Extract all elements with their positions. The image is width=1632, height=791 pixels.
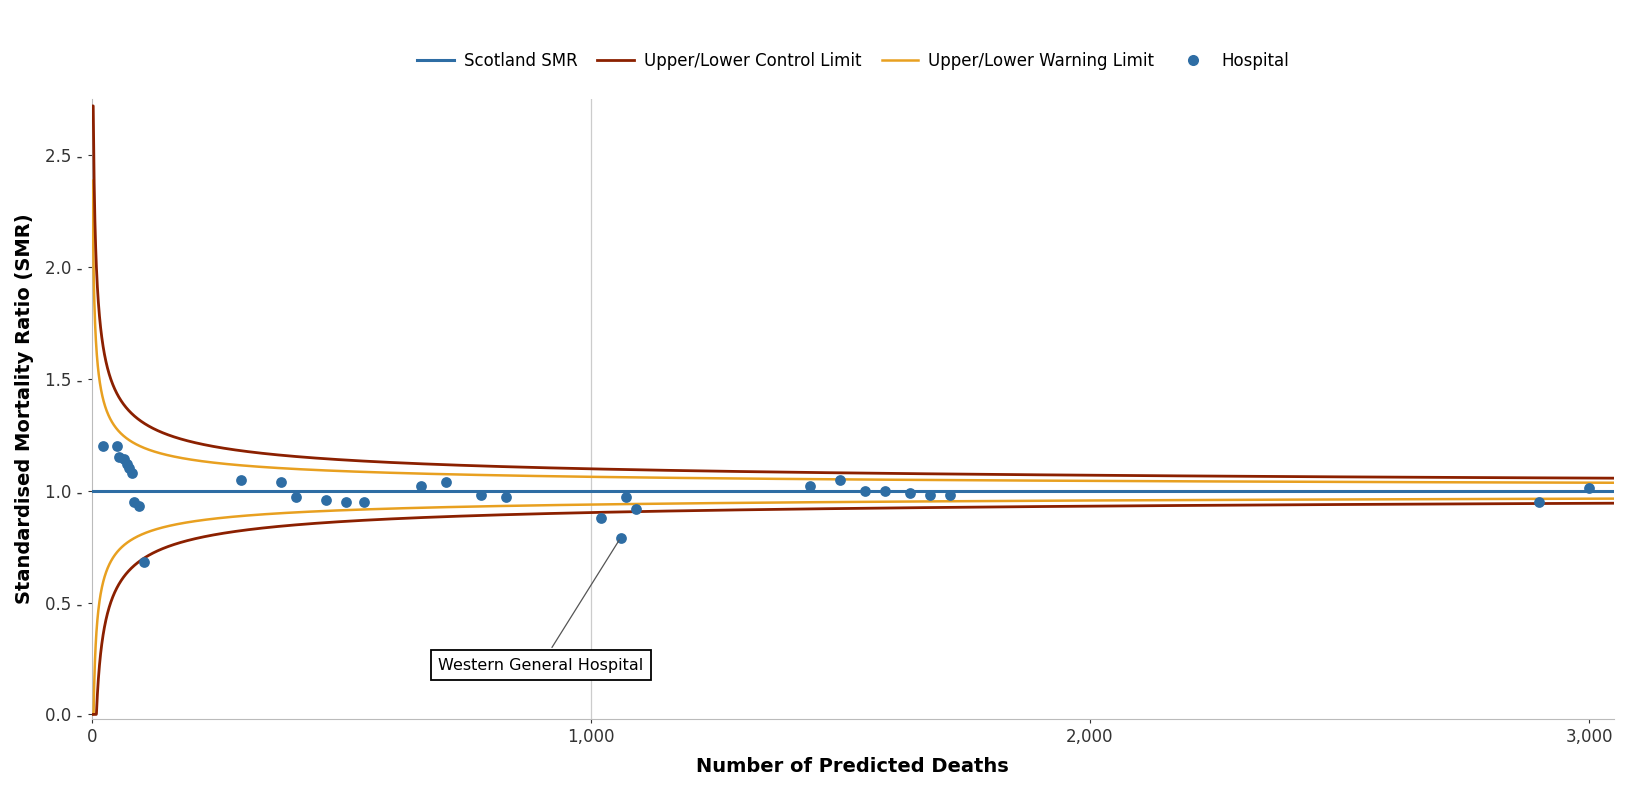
- Point: [284, 491, 310, 504]
- Y-axis label: Standardised Mortality Ratio (SMR): Standardised Mortality Ratio (SMR): [15, 214, 34, 604]
- Point: [90, 440, 116, 452]
- Point: [114, 457, 140, 470]
- Point: [1577, 483, 1603, 495]
- Text: Western General Hospital: Western General Hospital: [439, 540, 643, 672]
- Point: [852, 484, 878, 497]
- Point: [351, 495, 377, 508]
- Point: [333, 495, 359, 508]
- Point: [103, 440, 129, 452]
- Point: [588, 511, 614, 524]
- Point: [313, 494, 339, 506]
- Point: [612, 491, 638, 504]
- Legend: Scotland SMR, Upper/Lower Control Limit, Upper/Lower Warning Limit, Hospital: Scotland SMR, Upper/Lower Control Limit,…: [410, 46, 1296, 77]
- X-axis label: Number of Predicted Deaths: Number of Predicted Deaths: [697, 757, 1009, 776]
- Point: [268, 475, 294, 488]
- Point: [798, 480, 824, 493]
- Point: [131, 556, 157, 569]
- Point: [408, 480, 434, 493]
- Point: [121, 495, 147, 508]
- Point: [607, 532, 633, 544]
- Point: [126, 500, 152, 513]
- Point: [1526, 495, 1552, 508]
- Point: [827, 473, 854, 486]
- Point: [432, 475, 459, 488]
- Point: [871, 484, 898, 497]
- Point: [111, 453, 137, 466]
- Point: [116, 462, 142, 475]
- Point: [917, 489, 943, 501]
- Point: [898, 486, 924, 499]
- Point: [228, 473, 255, 486]
- Point: [623, 502, 650, 515]
- Point: [106, 451, 132, 464]
- Point: [119, 467, 145, 479]
- Point: [468, 489, 494, 501]
- Point: [937, 489, 963, 501]
- Point: [493, 491, 519, 504]
